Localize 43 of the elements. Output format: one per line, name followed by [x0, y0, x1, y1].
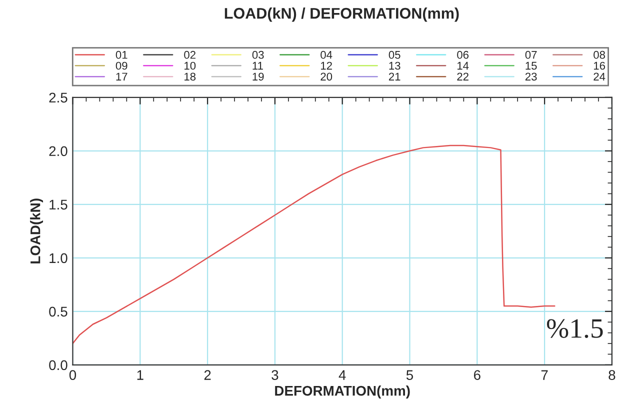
x-tick-label: 8 [608, 370, 616, 380]
legend-label: 03 [252, 50, 264, 59]
legend-label: 19 [252, 72, 264, 81]
legend-label: 20 [320, 72, 332, 81]
annotation: %1.5 [546, 319, 603, 338]
legend-label: 16 [594, 62, 606, 70]
y-tick-label: 1.5 [50, 200, 68, 210]
chart-title: LOAD(kN) / DEFORMATION(mm) [224, 8, 459, 22]
legend-label: 11 [252, 62, 263, 70]
x-tick-label: 5 [406, 370, 414, 380]
legend-label: 09 [116, 62, 128, 70]
legend-label: 22 [457, 72, 468, 80]
legend-label: 01 [116, 50, 128, 59]
x-tick-label: 1 [137, 370, 144, 380]
legend-label: 06 [457, 50, 469, 59]
x-axis-title: DEFORMATION(mm) [275, 386, 410, 398]
legend-label: 05 [388, 50, 400, 59]
legend-label: 07 [525, 50, 537, 59]
legend-label: 04 [320, 50, 332, 59]
y-tick-label: 0.5 [49, 306, 68, 317]
y-tick-label: 2.0 [49, 146, 68, 156]
x-tick-label: 3 [272, 370, 278, 380]
y-tick-label: 1.0 [50, 253, 68, 264]
legend-label: 24 [594, 72, 606, 80]
legend-label: 17 [116, 72, 128, 80]
y-axis-title: LOAD(kN) [30, 198, 44, 264]
x-tick-label: 2 [204, 370, 211, 380]
legend-label: 15 [526, 62, 537, 70]
legend-label: 14 [458, 62, 469, 70]
legend-label: 08 [594, 50, 606, 59]
legend-label: 10 [184, 62, 196, 70]
x-tick-label: 6 [474, 370, 480, 380]
legend-label: 13 [389, 62, 400, 70]
y-tick-label: 0.0 [49, 360, 68, 370]
legend-label: 02 [184, 50, 196, 59]
legend-label: 12 [321, 62, 332, 70]
x-tick-label: 4 [338, 370, 346, 380]
x-tick-label: 7 [541, 370, 548, 380]
legend-label: 21 [388, 72, 400, 80]
legend-label: 23 [525, 72, 537, 81]
legend-label: 18 [184, 72, 196, 81]
x-tick-label: 0 [69, 370, 76, 380]
y-tick-label: 2.5 [49, 92, 68, 103]
